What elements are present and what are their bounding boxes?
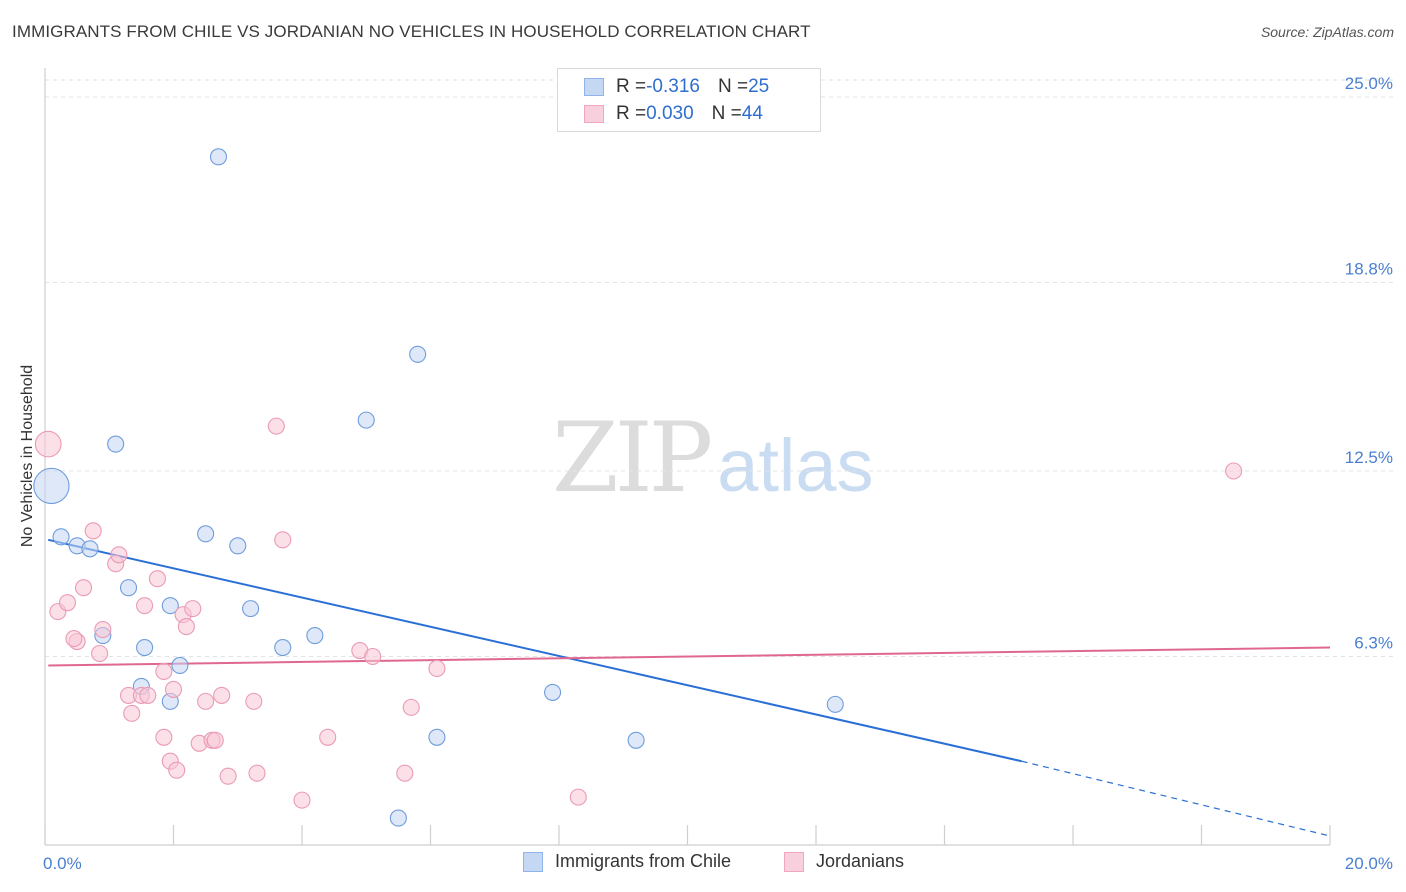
data-point-chile	[33, 467, 70, 505]
legend-r-value: 0.030	[646, 103, 694, 124]
legend-r-label: R =	[616, 103, 647, 124]
y-tick-label: 25.0%	[1345, 74, 1393, 93]
data-point-jordan	[402, 698, 420, 716]
data-point-jordan	[155, 662, 173, 681]
trend-line-chile	[47, 538, 1022, 763]
data-point-jordan	[34, 430, 62, 458]
data-point-chile	[107, 435, 125, 453]
watermark-zip: ZIP	[552, 402, 713, 514]
legend-swatch-jordan	[584, 105, 604, 123]
y-tick-label: 18.8%	[1345, 260, 1393, 279]
data-point-jordan	[148, 570, 166, 588]
data-point-chile	[52, 528, 70, 546]
data-point-chile	[81, 540, 99, 558]
data-point-jordan	[569, 788, 587, 806]
data-point-chile	[161, 597, 179, 615]
legend-n-value: 25	[748, 76, 770, 97]
data-point-jordan	[219, 767, 237, 785]
source-credit: Source: ZipAtlas.com	[1260, 24, 1394, 40]
y-tick-label: 12.5%	[1345, 448, 1393, 467]
series-legend: Immigrants from Chile Jordanians	[0, 851, 1406, 877]
data-point-chile	[357, 411, 375, 429]
data-point-jordan	[267, 417, 285, 435]
data-point-jordan	[274, 531, 292, 549]
data-point-jordan	[91, 644, 109, 663]
data-point-chile	[627, 731, 645, 749]
y-tick-label: 6.3%	[1354, 634, 1393, 653]
legend-row-jordan: R = 0.030 N = 44	[584, 102, 763, 126]
data-point-jordan	[1225, 462, 1243, 480]
chart-title: IMMIGRANTS FROM CHILE VS JORDANIAN NO VE…	[12, 22, 811, 41]
data-point-jordan	[75, 579, 93, 597]
data-point-jordan	[123, 704, 141, 722]
data-point-chile	[171, 656, 189, 675]
data-point-jordan	[65, 630, 83, 648]
legend-swatch-chile	[584, 78, 604, 96]
data-point-jordan	[197, 692, 215, 710]
data-point-jordan	[168, 761, 186, 779]
data-point-chile	[119, 579, 138, 597]
data-point-jordan	[94, 621, 112, 639]
data-point-jordan	[164, 680, 183, 698]
data-point-jordan	[428, 659, 446, 678]
legend-r-label: R =	[616, 76, 647, 97]
trend-line-chile-extension	[1021, 760, 1331, 837]
legend-label-chile: Immigrants from Chile	[555, 851, 732, 871]
data-point-jordan	[110, 546, 128, 564]
data-point-jordan	[364, 647, 382, 666]
data-point-chile	[428, 728, 446, 746]
data-point-chile	[209, 148, 228, 166]
data-point-jordan	[58, 594, 77, 612]
data-point-jordan	[136, 597, 154, 615]
data-point-chile	[274, 638, 292, 657]
data-point-jordan	[293, 791, 311, 809]
data-point-chile	[389, 809, 407, 827]
trend-line-jordan	[48, 646, 1331, 667]
watermark: ZIP atlas	[552, 402, 874, 514]
data-point-jordan	[396, 764, 414, 782]
data-point-chile	[826, 695, 844, 713]
legend-item-chile[interactable]: Immigrants from Chile	[523, 851, 731, 872]
data-point-jordan	[248, 764, 266, 782]
data-point-chile	[409, 345, 427, 363]
legend-n-label: N =	[717, 76, 749, 97]
legend-item-jordan[interactable]: Jordanians	[784, 851, 904, 872]
legend-swatch-jordan	[784, 851, 804, 872]
data-point-jordan	[213, 686, 231, 704]
legend-swatch-chile	[523, 851, 543, 872]
correlation-legend: R = -0.316 N = 25 R = 0.030 N = 44	[557, 68, 821, 132]
data-point-jordan	[245, 692, 263, 710]
data-point-chile	[544, 683, 562, 701]
legend-n-value: 44	[741, 103, 763, 124]
data-point-chile	[306, 627, 324, 645]
data-point-chile	[229, 537, 247, 555]
data-point-jordan	[184, 600, 202, 618]
x-tick-label: 20.0%	[1345, 854, 1393, 873]
data-point-jordan	[177, 618, 195, 636]
legend-r-value: -0.316	[646, 76, 700, 97]
data-point-chile	[136, 638, 154, 657]
x-tick-label: 0.0%	[43, 854, 82, 873]
data-point-jordan	[84, 522, 102, 540]
data-point-jordan	[155, 728, 173, 746]
data-point-jordan	[139, 686, 157, 704]
watermark-atlas: atlas	[717, 424, 874, 507]
legend-n-label: N =	[711, 103, 742, 124]
data-point-jordan	[206, 731, 224, 749]
legend-label-jordan: Jordanians	[816, 851, 905, 871]
legend-row-chile: R = -0.316 N = 25	[584, 75, 769, 99]
data-point-chile	[197, 525, 215, 543]
data-point-jordan	[319, 728, 337, 746]
data-point-chile	[242, 600, 260, 618]
